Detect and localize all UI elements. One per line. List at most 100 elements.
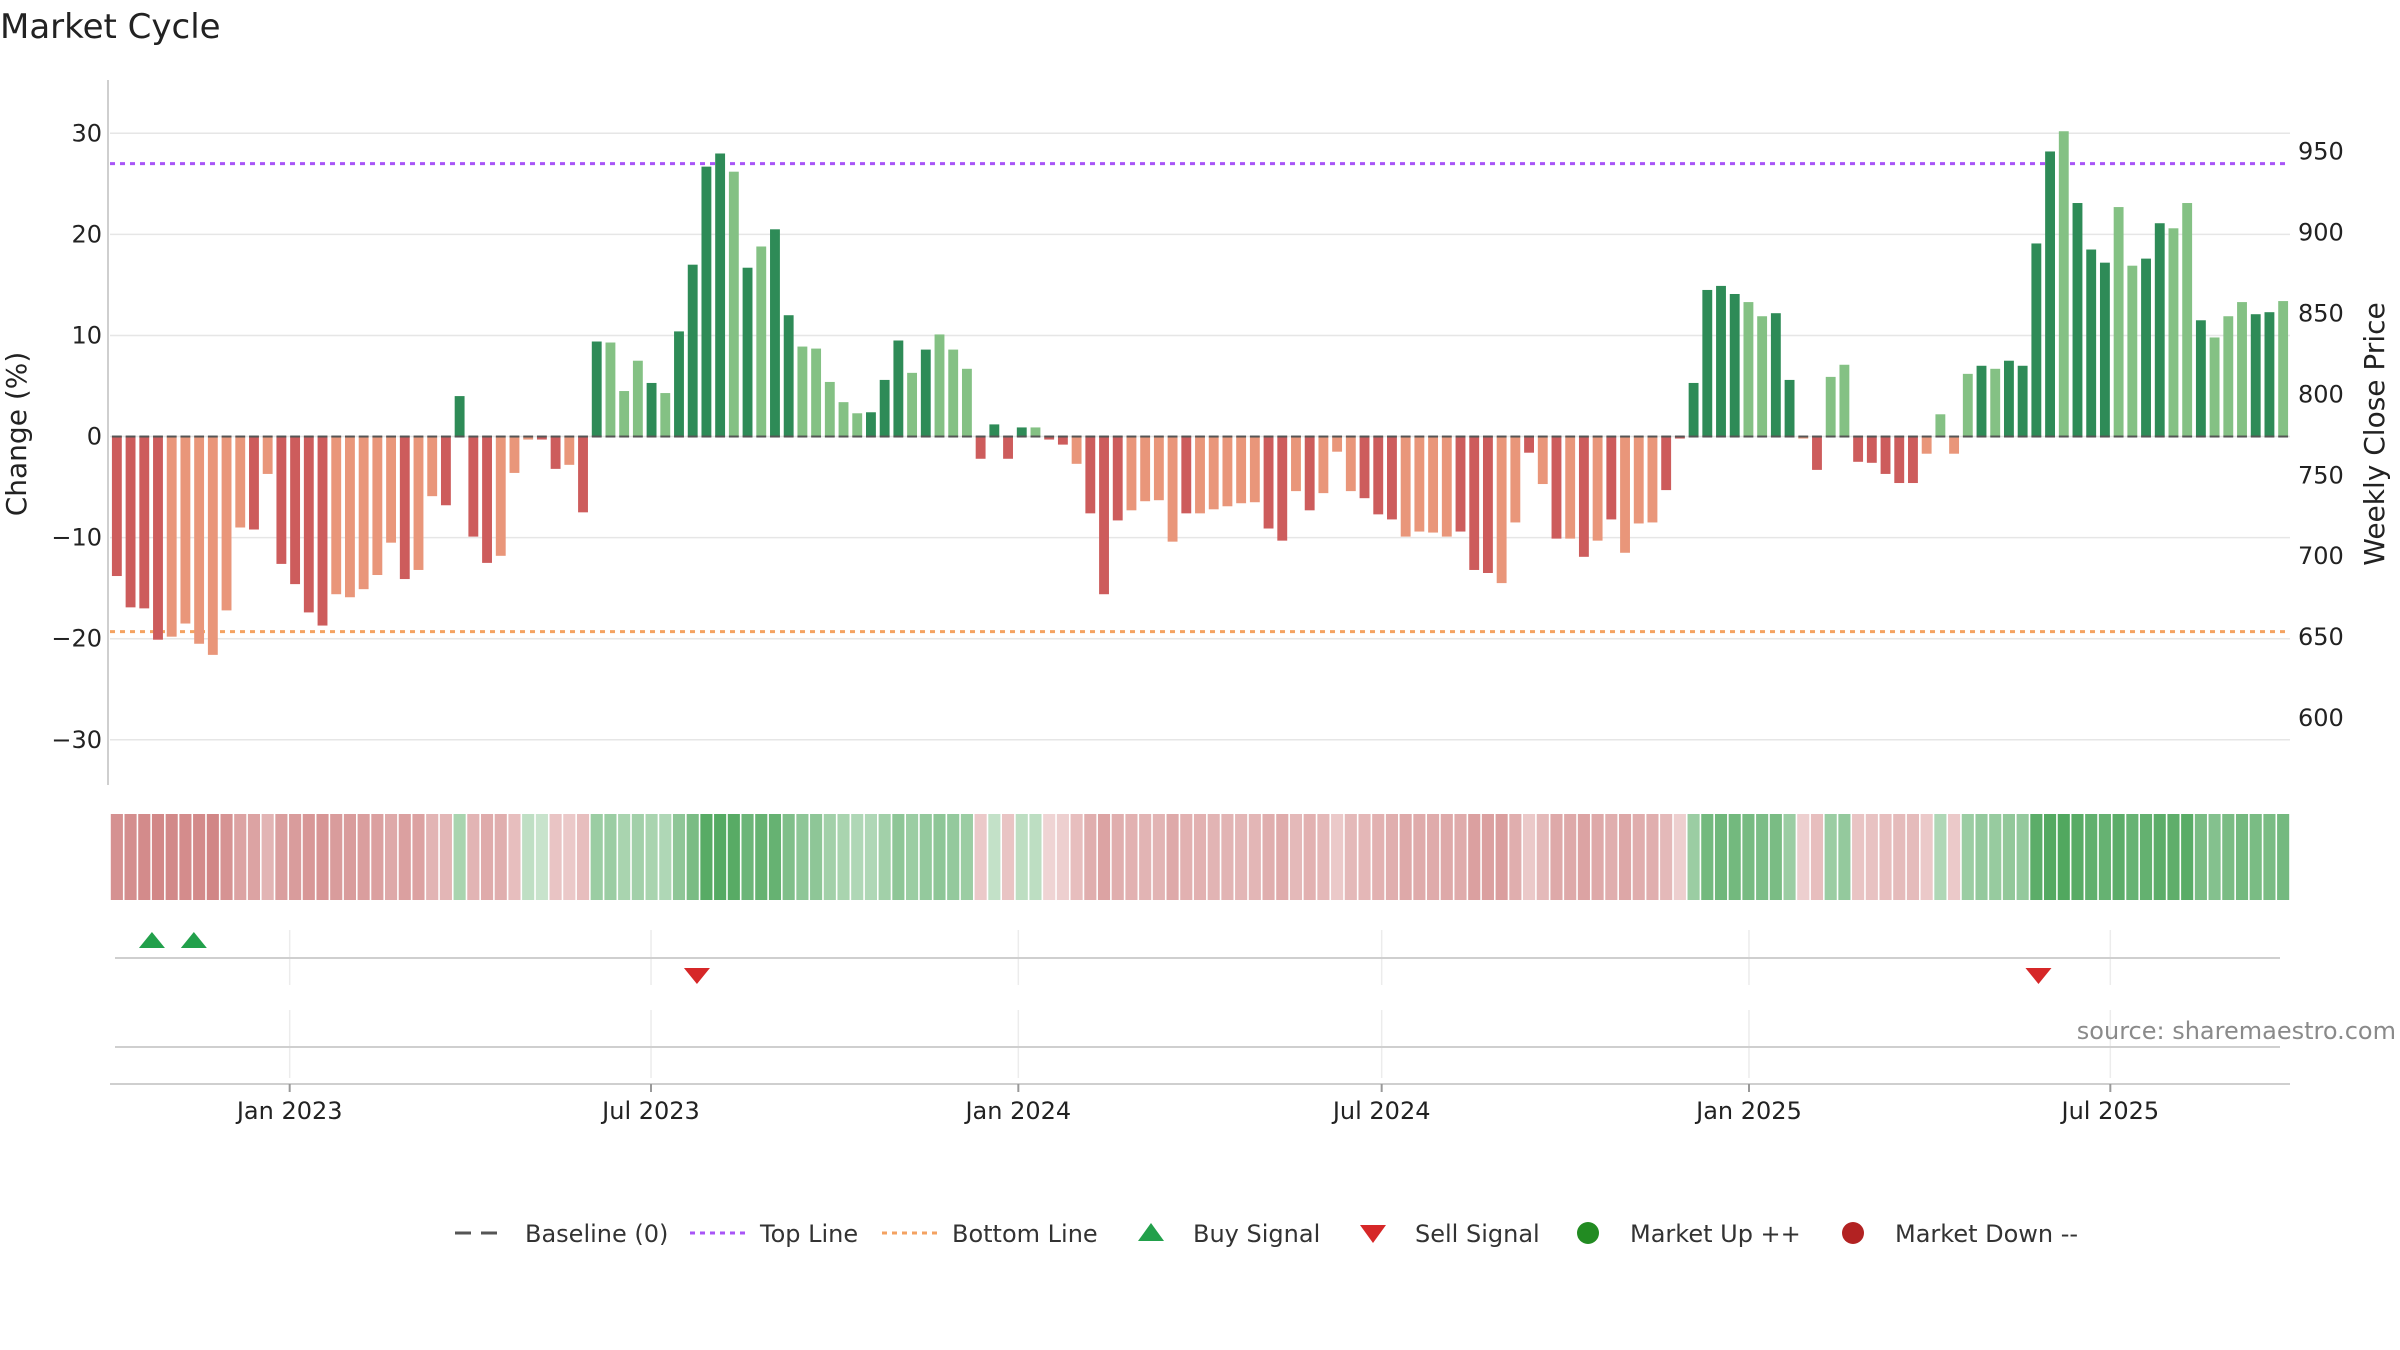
heat-cell bbox=[1084, 814, 1097, 900]
change-bar bbox=[1304, 436, 1315, 511]
heat-cell bbox=[165, 814, 178, 900]
change-bar bbox=[742, 267, 753, 437]
heat-cell bbox=[1550, 814, 1563, 900]
heat-cell bbox=[604, 814, 617, 900]
change-bar bbox=[386, 436, 397, 543]
heat-cell bbox=[659, 814, 672, 900]
heat-cell bbox=[1920, 814, 1933, 900]
change-bar bbox=[2141, 258, 2151, 437]
change-bar bbox=[2099, 262, 2110, 437]
heat-cell bbox=[878, 814, 891, 900]
heat-cell bbox=[1824, 814, 1837, 900]
heat-cell bbox=[1961, 814, 1974, 900]
change-bar bbox=[838, 402, 849, 437]
heat-cell bbox=[2263, 814, 2276, 900]
change-bar bbox=[495, 436, 506, 556]
heat-cell bbox=[645, 814, 658, 900]
heat-cell bbox=[1989, 814, 2002, 900]
heat-cell bbox=[2098, 814, 2111, 900]
heat-cell bbox=[892, 814, 905, 900]
heat-cell bbox=[234, 814, 247, 900]
change-bar bbox=[756, 246, 767, 437]
heat-cell bbox=[1235, 814, 1248, 900]
change-bar bbox=[1195, 436, 1205, 514]
heat-cell bbox=[1523, 814, 1536, 900]
change-bar bbox=[331, 436, 342, 595]
change-bar bbox=[1620, 436, 1630, 553]
heat-cell bbox=[810, 814, 823, 900]
change-bar bbox=[1866, 436, 1877, 463]
y-tick-label: 30 bbox=[71, 119, 102, 147]
change-bar bbox=[605, 342, 616, 437]
heat-cell bbox=[1331, 814, 1344, 900]
change-bar bbox=[125, 436, 136, 608]
change-bar bbox=[290, 436, 301, 585]
heat-cell bbox=[768, 814, 782, 900]
y2-tick-label: 750 bbox=[2298, 461, 2344, 489]
heat-cell bbox=[453, 814, 466, 900]
heat-cell bbox=[1262, 814, 1275, 900]
heat-cell bbox=[371, 814, 384, 900]
heat-cell bbox=[1399, 814, 1412, 900]
heat-cell bbox=[343, 814, 356, 900]
change-bar bbox=[345, 436, 355, 598]
x-tick-label: Jan 2023 bbox=[235, 1097, 343, 1125]
change-bar bbox=[1908, 436, 1918, 484]
change-bar bbox=[1222, 436, 1233, 507]
heat-cell bbox=[2194, 814, 2207, 900]
sell-signal-marker bbox=[683, 968, 710, 984]
heat-cell bbox=[2222, 814, 2235, 900]
change-bar bbox=[975, 436, 986, 459]
heat-cell bbox=[535, 814, 548, 900]
legend-label-baseline: Baseline (0) bbox=[525, 1220, 668, 1248]
change-bar bbox=[2182, 203, 2193, 437]
heat-cell bbox=[1646, 814, 1659, 900]
change-bar bbox=[221, 436, 232, 611]
heat-cell bbox=[1495, 814, 1508, 900]
legend-label-mup: Market Up ++ bbox=[1630, 1220, 1801, 1248]
heat-cell bbox=[1056, 814, 1069, 900]
heat-cell bbox=[796, 814, 809, 900]
change-bar bbox=[399, 436, 410, 580]
change-bar bbox=[2031, 243, 2042, 437]
heat-cell bbox=[2208, 814, 2221, 900]
heat-cell bbox=[330, 814, 343, 900]
change-bar bbox=[413, 436, 424, 570]
change-bar bbox=[989, 424, 1000, 437]
change-bar bbox=[934, 334, 945, 437]
heat-cell bbox=[124, 814, 137, 900]
change-bar bbox=[1551, 436, 1562, 539]
heat-cell bbox=[782, 814, 795, 900]
heat-cell bbox=[1714, 814, 1728, 900]
change-bar bbox=[2058, 131, 2069, 437]
y-axis-label: Change (%) bbox=[0, 352, 33, 517]
heat-cell bbox=[2030, 814, 2043, 900]
heat-cell bbox=[906, 814, 919, 900]
heat-cell bbox=[289, 814, 302, 900]
y-tick-label: 20 bbox=[71, 220, 102, 248]
legend-swatch-market-down bbox=[1842, 1222, 1864, 1244]
heat-cell bbox=[837, 814, 850, 900]
heat-cell bbox=[1756, 814, 1769, 900]
change-bar bbox=[111, 436, 122, 577]
heat-cell bbox=[110, 814, 123, 900]
change-bar bbox=[194, 436, 205, 644]
y2-tick-label: 650 bbox=[2298, 623, 2344, 651]
change-bar bbox=[153, 436, 163, 640]
change-bar bbox=[166, 436, 177, 637]
change-bar bbox=[715, 153, 726, 437]
change-bar bbox=[701, 166, 712, 437]
heat-cell bbox=[741, 814, 754, 900]
heat-cell bbox=[1632, 814, 1645, 900]
change-bar bbox=[1016, 427, 1027, 437]
heat-cell bbox=[220, 814, 233, 900]
heat-cell bbox=[1591, 814, 1604, 900]
change-bar bbox=[1057, 436, 1068, 445]
change-bar bbox=[1153, 436, 1164, 501]
y2-tick-label: 700 bbox=[2298, 542, 2344, 570]
heat-cell bbox=[1001, 814, 1015, 900]
heat-cell bbox=[974, 814, 987, 900]
heat-cell bbox=[1207, 814, 1220, 900]
change-bar bbox=[1181, 436, 1192, 514]
change-bar bbox=[1770, 313, 1781, 437]
